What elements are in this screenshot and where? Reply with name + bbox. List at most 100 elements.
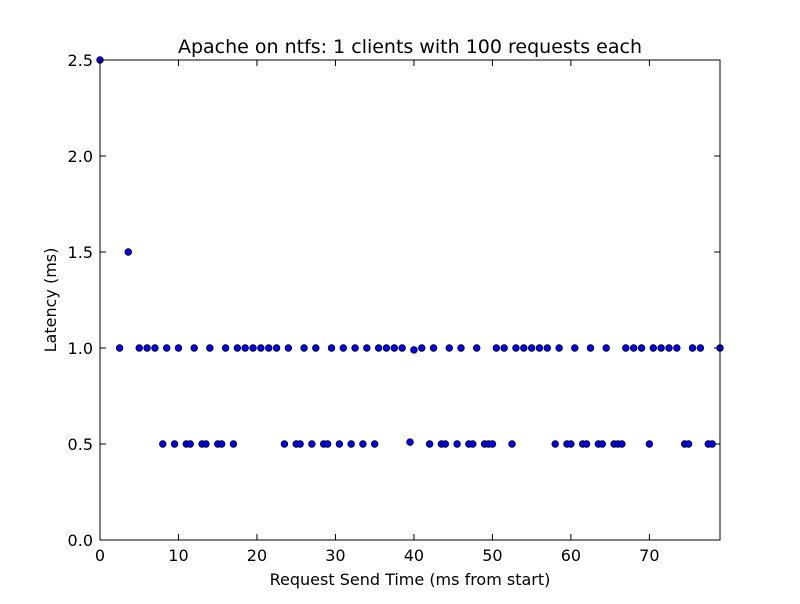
x-axis-label: Request Send Time (ms from start): [270, 570, 551, 589]
data-point: [174, 344, 183, 352]
data-point: [296, 440, 304, 448]
data-point: [249, 344, 257, 352]
data-point: [453, 440, 461, 448]
data-point: [233, 344, 242, 352]
data-point: [637, 344, 646, 352]
data-point: [170, 440, 179, 448]
data-point: [543, 344, 552, 352]
data-point: [657, 344, 665, 352]
data-point: [598, 440, 606, 448]
x-tick-label: 40: [404, 546, 424, 565]
data-point: [441, 440, 450, 448]
data-point: [445, 344, 453, 352]
data-point: [363, 344, 371, 352]
data-point: [512, 344, 520, 352]
x-tick-label: 30: [325, 546, 345, 565]
data-point: [241, 344, 249, 352]
x-tick-label: 10: [168, 546, 188, 565]
data-point: [555, 344, 563, 352]
plot-area-frame: [99, 59, 721, 541]
data-point: [217, 440, 226, 448]
y-tick-label: 2.5: [68, 51, 93, 70]
data-point: [488, 440, 497, 448]
data-point: [257, 344, 265, 352]
data-point: [410, 346, 418, 354]
data-point: [339, 344, 347, 352]
data-point: [229, 440, 238, 448]
y-axis-label: Latency (ms): [41, 248, 60, 353]
data-point: [374, 344, 383, 352]
data-point: [418, 344, 426, 352]
x-tick-label: 60: [561, 546, 581, 565]
data-point: [398, 344, 406, 352]
data-point: [351, 344, 359, 352]
data-point: [520, 344, 528, 352]
data-point: [327, 344, 336, 352]
data-point: [500, 344, 508, 352]
data-point: [124, 248, 132, 256]
data-point: [190, 344, 198, 352]
x-tick-label: 0: [95, 546, 105, 565]
data-point: [645, 440, 654, 448]
y-tick-label: 0.5: [68, 435, 93, 454]
data-point: [535, 344, 544, 352]
data-point: [567, 440, 575, 448]
y-axis-ticks: 0.0 0.5 1.0 1.5 2.0 2.5: [68, 51, 720, 550]
data-point: [406, 438, 414, 446]
data-point: [265, 344, 273, 352]
data-point: [272, 344, 281, 352]
data-point: [390, 344, 399, 352]
data-point: [359, 440, 367, 448]
data-point: [696, 344, 705, 352]
data-points: [96, 56, 724, 448]
data-point: [163, 344, 171, 352]
data-point: [508, 440, 516, 448]
data-point: [688, 344, 697, 352]
x-tick-label: 20: [247, 546, 267, 565]
data-point: [115, 344, 124, 352]
data-point: [527, 344, 536, 352]
data-point: [335, 440, 344, 448]
data-point: [323, 440, 332, 448]
data-point: [473, 344, 481, 352]
data-point: [159, 440, 167, 448]
data-point: [382, 344, 391, 352]
y-tick-label: 2.0: [68, 147, 93, 166]
data-point: [582, 440, 591, 448]
data-point: [708, 440, 716, 448]
data-point: [370, 440, 379, 448]
data-point: [143, 344, 151, 352]
data-point: [586, 344, 595, 352]
data-point: [673, 344, 681, 352]
y-tick-label: 1.0: [68, 339, 93, 358]
data-point: [284, 344, 293, 352]
data-point: [622, 344, 630, 352]
data-point: [469, 440, 477, 448]
data-point: [135, 344, 143, 352]
x-tick-label: 50: [482, 546, 502, 565]
data-point: [665, 344, 673, 352]
data-point: [280, 440, 289, 448]
y-tick-label: 0.0: [68, 531, 93, 550]
data-point: [602, 344, 610, 352]
data-point: [151, 344, 159, 352]
y-tick-label: 1.5: [68, 243, 93, 262]
data-point: [551, 440, 559, 448]
data-point: [457, 344, 465, 352]
data-point: [492, 344, 501, 352]
data-point: [347, 440, 355, 448]
data-point: [206, 344, 214, 352]
data-point: [312, 344, 320, 352]
chart-title: Apache on ntfs: 1 clients with 100 reque…: [178, 36, 642, 58]
data-point: [300, 344, 308, 352]
data-point: [425, 440, 434, 448]
x-tick-label: 70: [639, 546, 659, 565]
data-point: [571, 344, 579, 352]
data-point: [221, 344, 230, 352]
data-point: [308, 440, 316, 448]
data-point: [186, 440, 194, 448]
data-point: [429, 344, 438, 352]
